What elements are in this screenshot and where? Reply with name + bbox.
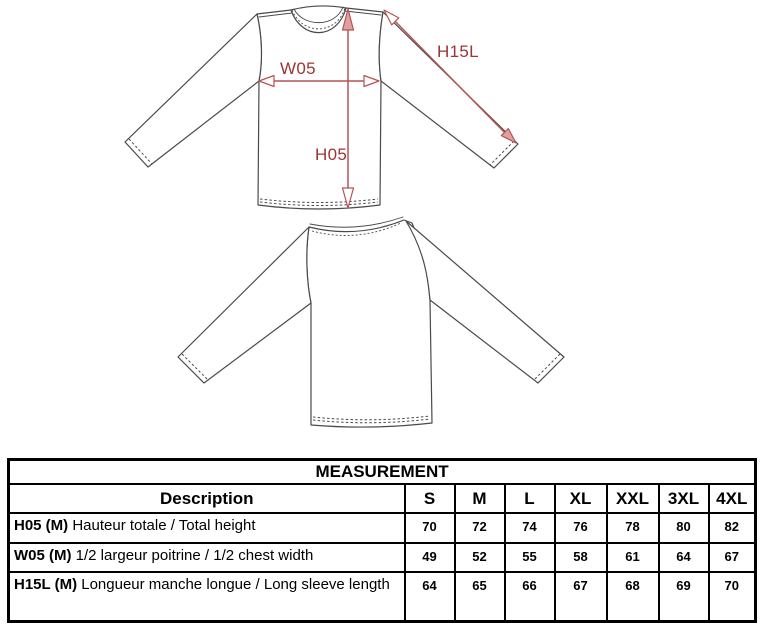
h15l-dimension-label: H15L bbox=[437, 42, 479, 61]
back-view-drawing bbox=[177, 216, 565, 428]
h05-dimension-arrow bbox=[341, 8, 355, 209]
row-label-h05: H05 (M) Hauteur totale / Total height bbox=[7, 512, 406, 544]
table-header-row: Description S M L XL XXL 3XL 4XL bbox=[7, 483, 757, 514]
front-hem-stitch-lower bbox=[259, 201, 379, 206]
front-collar-inner bbox=[293, 6, 344, 23]
table-row-w05: W05 (M) 1/2 largeur poitrine / 1/2 chest… bbox=[7, 542, 757, 573]
w05-dimension-arrow bbox=[258, 74, 380, 88]
size-value-cell: 68 bbox=[605, 571, 660, 622]
row-text-h15l: Longueur manche longue / Long sleeve len… bbox=[77, 576, 390, 593]
back-body-outline bbox=[306, 219, 433, 428]
back-right-sleeve bbox=[405, 220, 565, 384]
row-code-h05: H05 (M) bbox=[14, 517, 69, 534]
back-hem-stitch-upper bbox=[312, 415, 431, 421]
measurement-table-container: MEASUREMENT Description S M L XL XXL 3XL… bbox=[7, 458, 758, 623]
table-title: MEASUREMENT bbox=[7, 458, 757, 485]
back-collar-band bbox=[309, 216, 404, 228]
column-header-size-xl: XL bbox=[553, 483, 608, 514]
size-value-cell: 61 bbox=[605, 542, 660, 573]
table-title-row: MEASUREMENT bbox=[7, 458, 757, 485]
column-header-size-m: M bbox=[453, 483, 506, 514]
column-header-size-s: S bbox=[403, 483, 456, 514]
size-value-cell: 74 bbox=[503, 512, 556, 544]
back-left-cuff-stitch bbox=[181, 353, 209, 381]
column-header-size-l: L bbox=[503, 483, 556, 514]
size-value-cell: 67 bbox=[707, 542, 757, 573]
size-value-cell: 55 bbox=[503, 542, 556, 573]
back-hem-stitch-lower bbox=[312, 418, 431, 424]
column-header-size-4xl: 4XL bbox=[707, 483, 757, 514]
size-value-cell: 72 bbox=[453, 512, 506, 544]
h05-top-arrowhead bbox=[341, 8, 355, 31]
size-value-cell: 49 bbox=[403, 542, 456, 573]
size-value-cell: 58 bbox=[553, 542, 608, 573]
size-value-cell: 64 bbox=[657, 542, 710, 573]
front-body-outline bbox=[256, 5, 384, 210]
size-value-cell: 64 bbox=[403, 571, 456, 622]
w05-right-arrowhead bbox=[363, 74, 380, 88]
front-left-sleeve bbox=[124, 13, 263, 168]
row-text-w05: 1/2 largeur poitrine / 1/2 chest width bbox=[71, 547, 314, 564]
size-value-cell: 78 bbox=[605, 512, 660, 544]
size-value-cell: 76 bbox=[553, 512, 608, 544]
front-left-shoulder-seam bbox=[258, 12, 293, 18]
size-value-cell: 82 bbox=[707, 512, 757, 544]
size-value-cell: 70 bbox=[403, 512, 456, 544]
size-value-cell: 80 bbox=[657, 512, 710, 544]
front-right-shoulder-seam bbox=[344, 10, 382, 16]
w05-left-arrowhead bbox=[258, 74, 275, 88]
row-code-h15l: H15L (M) bbox=[14, 576, 78, 593]
front-collar-outer bbox=[290, 7, 347, 34]
h05-dimension-label: H05 bbox=[315, 145, 348, 164]
front-right-sleeve bbox=[378, 11, 519, 169]
h05-bottom-arrowhead bbox=[341, 187, 355, 209]
size-value-cell: 70 bbox=[707, 571, 757, 622]
front-left-cuff-stitch bbox=[128, 138, 153, 165]
h15l-dimension-arrow bbox=[383, 9, 517, 144]
h15l-bottom-arrowhead bbox=[500, 128, 517, 144]
shirt-technical-drawing bbox=[124, 5, 565, 428]
row-code-w05: W05 (M) bbox=[14, 547, 72, 564]
h15l-top-arrowhead bbox=[383, 9, 400, 26]
garment-measurement-diagram: W05 H05 H15L bbox=[124, 5, 565, 428]
size-value-cell: 67 bbox=[553, 571, 608, 622]
size-value-cell: 52 bbox=[453, 542, 506, 573]
back-collar-stitch bbox=[311, 222, 402, 236]
back-left-sleeve bbox=[177, 226, 312, 384]
row-label-h15l: H15L (M) Longueur manche longue / Long s… bbox=[7, 571, 406, 622]
size-value-cell: 66 bbox=[503, 571, 556, 622]
row-text-h05: Hauteur totale / Total height bbox=[68, 517, 256, 534]
size-value-cell: 69 bbox=[657, 571, 710, 622]
table-row-h05: H05 (M) Hauteur totale / Total height 70… bbox=[7, 512, 757, 544]
measurement-table: MEASUREMENT Description S M L XL XXL 3XL… bbox=[7, 458, 758, 623]
column-header-size-3xl: 3XL bbox=[657, 483, 710, 514]
size-value-cell: 65 bbox=[453, 571, 506, 622]
w05-dimension-label: W05 bbox=[280, 59, 316, 78]
back-right-cuff-stitch bbox=[533, 353, 561, 381]
front-view-drawing bbox=[124, 5, 519, 210]
table-row-h15l: H15L (M) Longueur manche longue / Long s… bbox=[7, 571, 757, 622]
front-hem-stitch-upper bbox=[259, 198, 379, 203]
column-header-description: Description bbox=[7, 483, 406, 514]
column-header-size-xxl: XXL bbox=[605, 483, 660, 514]
front-right-cuff-stitch bbox=[489, 140, 515, 166]
row-label-w05: W05 (M) 1/2 largeur poitrine / 1/2 chest… bbox=[7, 542, 406, 573]
